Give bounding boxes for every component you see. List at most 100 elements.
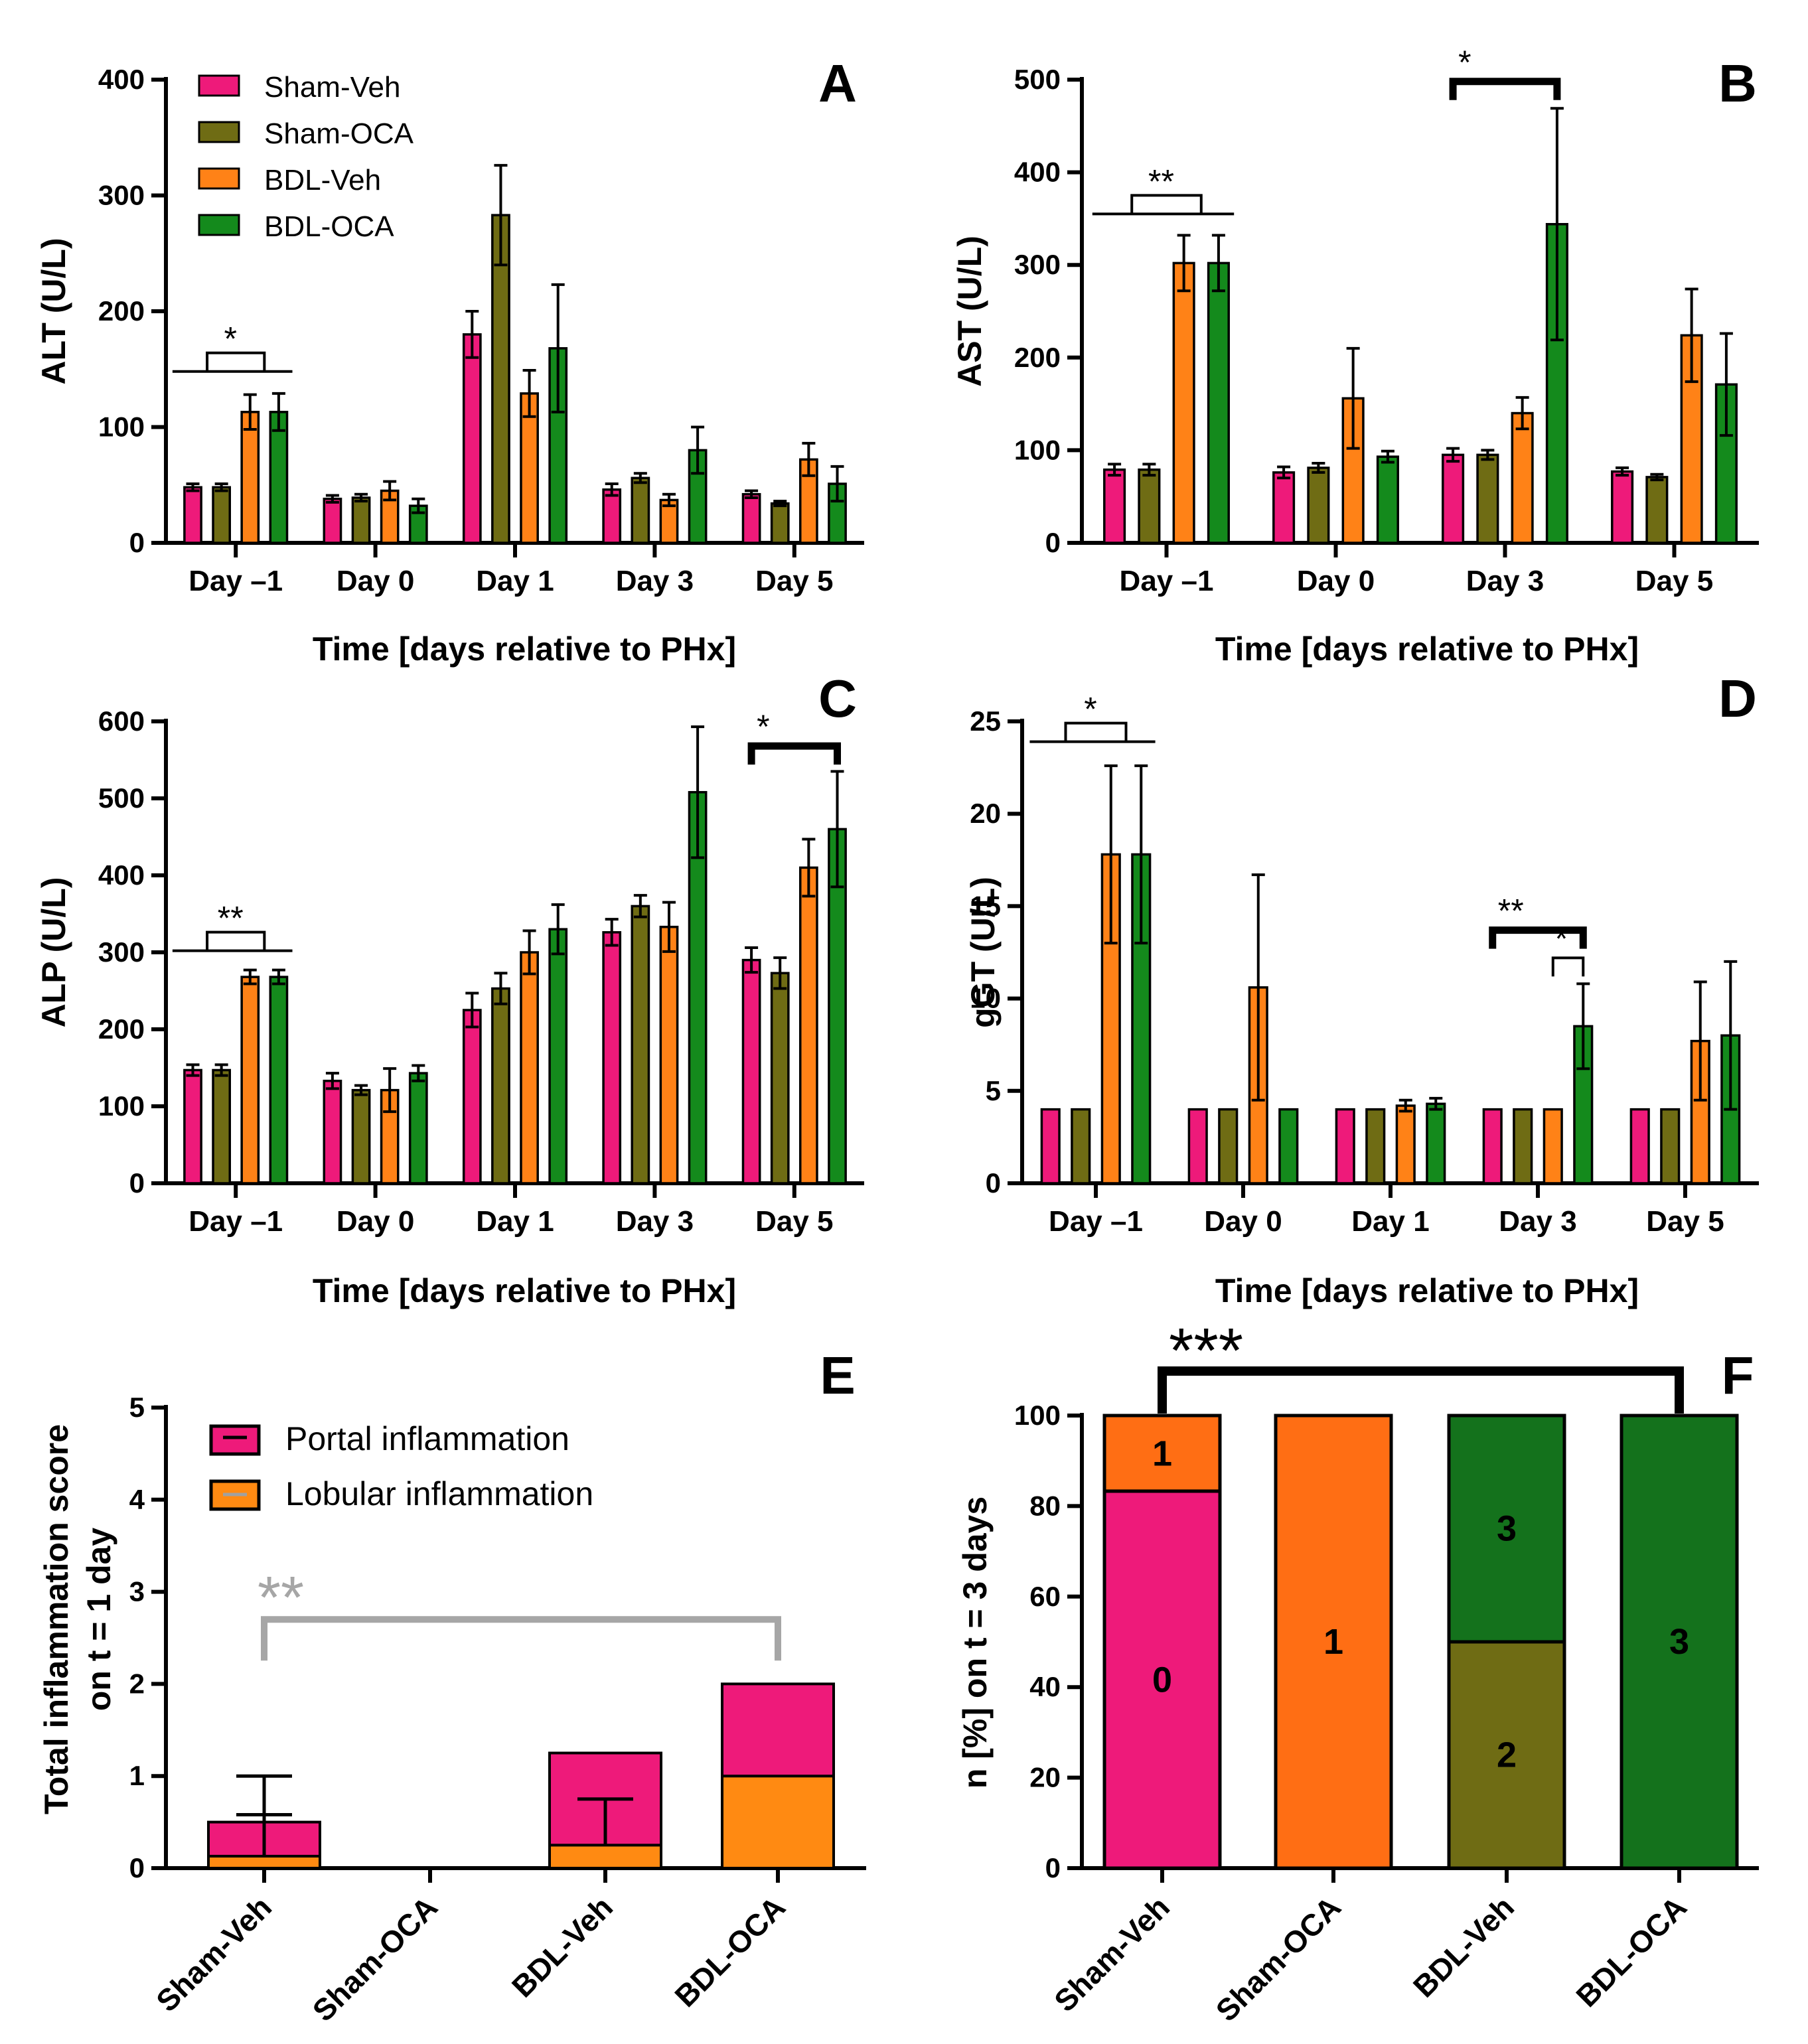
panel-letter: A [818,54,857,113]
y-tick-label: 0 [129,1852,145,1883]
bar [212,486,232,544]
segment-count-label: 0 [1152,1660,1172,1700]
y-axis-title: n [%] on t = 3 days [956,1497,994,1789]
bar [1645,476,1669,544]
panel-C: 0 100 200 300 400 500 600 Day –1 Day 0 Day 1 Day 3… [35,669,864,1309]
significance-bracket [1158,1366,1684,1414]
y-tick-label: 200 [1014,342,1061,373]
legend-label: Lobular inflammation [285,1475,593,1512]
legend: Portal inflammation Lobular inflammation [209,1420,593,1512]
bar [1513,1108,1533,1185]
bar [1376,455,1399,544]
bar [1476,453,1499,544]
y-tick-label: 400 [98,64,145,95]
x-tick-label: Day 5 [1646,1205,1724,1238]
x-tick-label: Sham-OCA [1209,1889,1347,2027]
y-tick-label: 0 [1045,1852,1061,1883]
y-tick-label: 4 [129,1484,145,1515]
legend-swatch [209,1424,261,1456]
legend-swatch [198,121,240,143]
bar [1100,853,1121,1185]
significance-label: ** [1148,163,1174,200]
bar [770,502,790,544]
bar-segment [1620,1414,1739,1870]
bar [1207,261,1230,544]
panel-letter: C [818,669,857,728]
bar [408,1072,428,1185]
y-axis-title: gGT (U/L) [964,877,1002,1028]
significance-bracket [1092,194,1235,216]
bar [491,214,510,544]
bar [1543,1108,1563,1185]
segment-count-label: 1 [1323,1622,1343,1662]
x-tick-label: Sham-Veh [149,1889,278,2018]
bar [1365,1108,1386,1185]
y-tick-label: 60 [1029,1581,1061,1612]
x-axis-title: Time [days relative to PHx] [313,630,736,668]
x-tick-label: Day 3 [616,1205,694,1238]
bar [1573,1025,1594,1185]
y-axis-title: AST (U/L) [951,236,988,387]
x-tick-label: Day 0 [337,1205,414,1238]
bar [741,492,761,544]
x-tick-label: Day –1 [188,1205,283,1238]
x-tick-label: Day –1 [1049,1205,1143,1238]
legend-label: Sham-Veh [264,71,400,104]
x-tick-label: Day 3 [1499,1205,1576,1238]
x-tick-label: Day –1 [188,565,283,597]
bar [548,928,568,1185]
y-tick-label: 100 [98,411,145,443]
bar-segment [1447,1640,1566,1870]
y-tick-label: 2 [129,1668,145,1699]
significance-label: ** [1498,893,1524,930]
legend-swatch [198,214,240,236]
significance-bracket [172,351,293,373]
y-tick-label: 5 [129,1392,145,1423]
panel-A: 0 100 200 300 400 Day –1 Day 0 Day 1 Day 3 Day 5 *… [35,54,864,668]
bar [351,1088,371,1185]
panel-letter: D [1718,669,1757,728]
panel-E: 0 1 2 3 4 5 Sham-Veh Sham-OCA BDL-Veh BDL-OCA ** Po… [38,1346,866,2028]
y-axis-title: Total inflammation score [38,1424,75,1814]
significance-label: * [1555,920,1568,957]
y-tick-label: 0 [986,1167,1001,1199]
significance-bracket [1029,721,1156,743]
x-tick-label: Day 1 [476,565,554,597]
legend-label: Sham-OCA [264,117,414,150]
bar [212,1068,232,1185]
bar [602,488,622,544]
significance-label: * [757,708,769,745]
x-tick-label: Day 0 [1204,1205,1282,1238]
legend-swatch [198,74,240,97]
y-tick-label: 15 [970,890,1001,921]
significance-bracket [1489,926,1587,949]
y-axis-title: ALT (U/L) [35,238,72,384]
bar [462,333,482,544]
y-tick-label: 500 [98,782,145,814]
bar [1218,1108,1239,1185]
y-tick-label: 100 [1014,434,1061,465]
bar [1482,1108,1503,1185]
bar [1172,261,1195,544]
bar [183,486,202,544]
bar [602,931,622,1185]
x-tick-label: Day 1 [1351,1205,1429,1238]
bar [323,497,342,544]
x-tick-label: BDL-OCA [1569,1889,1693,2013]
legend-swatch [198,167,240,190]
y-tick-label: 20 [1029,1762,1061,1793]
bar-lobular [721,1775,835,1869]
y-tick-label: 400 [1014,157,1061,188]
significance-label: * [1084,691,1096,728]
legend-label: Portal inflammation [285,1420,569,1457]
y-tick-label: 200 [98,1013,145,1045]
bar [1335,1108,1355,1185]
x-tick-label: Day 0 [337,565,414,597]
bar [798,866,818,1185]
bar [1272,471,1296,544]
significance-label: ** [258,1565,304,1631]
x-tick-label: Sham-Veh [1047,1889,1176,2018]
bar [1660,1108,1681,1185]
